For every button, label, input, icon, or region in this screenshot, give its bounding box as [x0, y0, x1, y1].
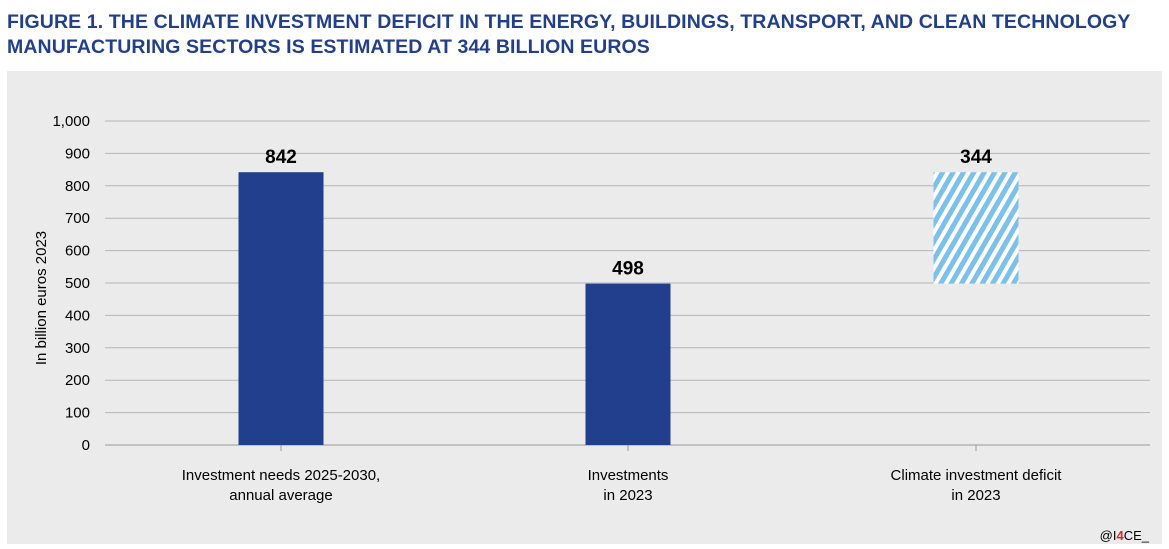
x-tick-label: annual average	[229, 487, 332, 504]
y-tick-label: 800	[65, 178, 90, 195]
x-tick-label: Investments	[588, 467, 669, 484]
x-tick-label: Climate investment deficit	[891, 467, 1063, 484]
x-tick-label: in 2023	[951, 487, 1000, 504]
y-tick-label: 100	[65, 405, 90, 422]
bar-value-label: 344	[960, 147, 992, 168]
figure-title: FIGURE 1. THE CLIMATE INVESTMENT DEFICIT…	[7, 11, 1131, 58]
chart-panel	[7, 71, 1162, 544]
x-tick-label: in 2023	[603, 487, 652, 504]
y-tick-label: 700	[65, 210, 90, 227]
credit-prefix: @I	[1099, 528, 1117, 543]
deficit-bar	[933, 172, 1019, 284]
y-tick-label: 400	[65, 307, 90, 324]
bar-value-label: 842	[265, 147, 297, 168]
credit-suffix: CE_	[1123, 528, 1149, 543]
y-axis-label: In billion euros 2023	[33, 231, 50, 365]
y-tick-label: 600	[65, 243, 90, 260]
bar-value-label: 498	[612, 259, 644, 280]
bars: 842 498 344	[238, 147, 1019, 445]
bar	[585, 283, 671, 445]
bar	[238, 172, 324, 445]
x-tick-label: Investment needs 2025-2030,	[182, 467, 380, 484]
credit-highlight: 4	[1116, 528, 1124, 543]
y-tick-label: 1,000	[52, 113, 90, 130]
y-tick-label: 500	[65, 275, 90, 292]
y-tick-label: 900	[65, 145, 90, 162]
y-tick-label: 0	[82, 437, 90, 454]
source-credit: @I4CE_	[1100, 528, 1149, 543]
y-tick-label: 300	[65, 340, 90, 357]
x-axis-ticks: Investment needs 2025-2030, annual averag…	[182, 445, 1063, 504]
y-tick-label: 200	[65, 372, 90, 389]
y-axis-ticks: 0 100 200 300 400 500 600 700 800 900 1,000	[52, 113, 90, 454]
